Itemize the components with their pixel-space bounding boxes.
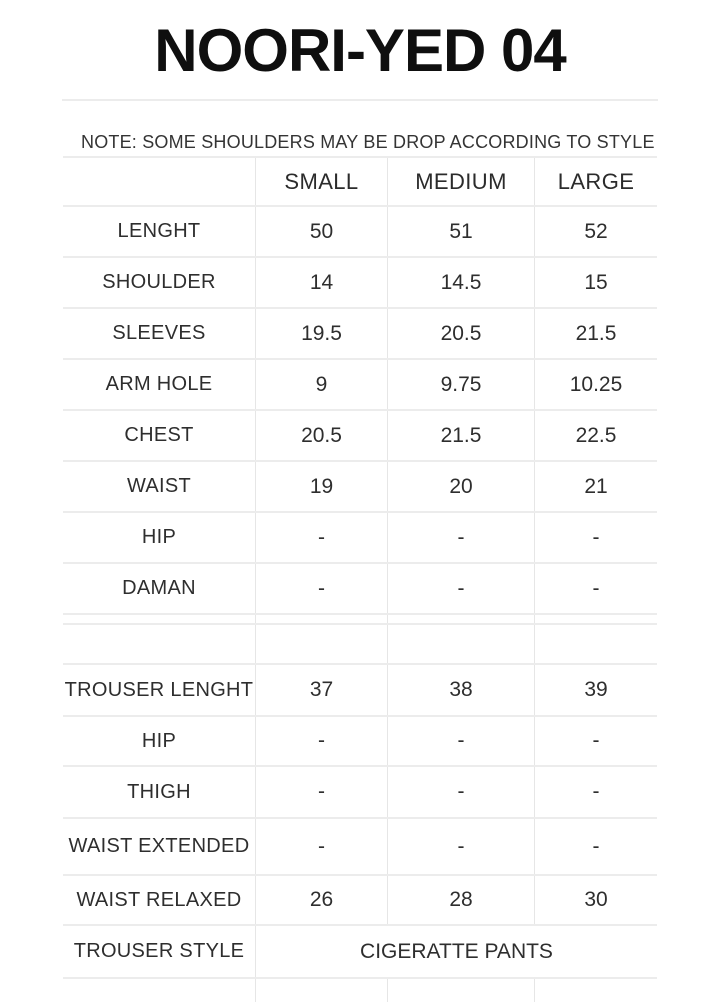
spacer-row-empty (63, 623, 657, 663)
value-large: - (534, 564, 657, 613)
trouser-style-value: CIGERATTE PANTS (255, 926, 657, 977)
row-label: CHEST (124, 424, 194, 446)
value-large: - (534, 513, 657, 562)
table-row-chest: CHEST 20.5 21.5 22.5 (63, 409, 657, 460)
value-medium: - (387, 513, 534, 562)
title-divider-line (62, 99, 658, 101)
value-medium: - (387, 767, 534, 817)
row-label: WAIST RELAXED (76, 888, 242, 911)
table-row-thigh: THIGH - - - (63, 765, 657, 817)
row-label: DAMAN (122, 577, 196, 599)
value-medium: - (387, 819, 534, 874)
value-large: 15 (534, 258, 657, 307)
value-small: 26 (255, 876, 387, 924)
value-small: - (255, 717, 387, 765)
table-row-arm-hole: ARM HOLE 9 9.75 10.25 (63, 358, 657, 409)
row-label: TROUSER LENGHT (64, 678, 254, 701)
row-label: ARM HOLE (105, 373, 213, 395)
row-label: SHOULDER (102, 271, 216, 293)
spacer-row-thin (63, 613, 657, 623)
value-small: 20.5 (255, 411, 387, 460)
value-large: 30 (534, 876, 657, 924)
value-large: 10.25 (534, 360, 657, 409)
table-row-lenght: LENGHT 50 51 52 (63, 205, 657, 256)
row-label: TROUSER STYLE (73, 940, 245, 962)
value-medium: - (387, 717, 534, 765)
column-header-small: SMALL (255, 158, 387, 205)
value-medium: 28 (387, 876, 534, 924)
value-medium: 20 (387, 462, 534, 511)
table-row-trouser-style: TROUSER STYLE CIGERATTE PANTS (63, 924, 657, 977)
value-large: - (534, 819, 657, 874)
value-large: - (534, 717, 657, 765)
column-header-large: LARGE (534, 158, 657, 205)
row-label: SLEEVES (112, 322, 206, 344)
table-row-trouser-lenght: TROUSER LENGHT 37 38 39 (63, 663, 657, 715)
value-small: 37 (255, 665, 387, 715)
row-label: THIGH (127, 780, 191, 803)
table-row-waist-extended: WAIST EXTENDED - - - (63, 817, 657, 874)
page-title: NOORI-YED 04 (154, 17, 566, 84)
value-small: - (255, 767, 387, 817)
value-medium: 38 (387, 665, 534, 715)
row-label: LENGHT (117, 220, 201, 242)
value-medium: 51 (387, 207, 534, 256)
row-label: WAIST EXTENDED (68, 835, 250, 857)
table-row-shoulder: SHOULDER 14 14.5 15 (63, 256, 657, 307)
value-medium: - (387, 564, 534, 613)
value-large: 22.5 (534, 411, 657, 460)
value-medium: 20.5 (387, 309, 534, 358)
row-label: HIP (141, 729, 177, 752)
value-large: 21.5 (534, 309, 657, 358)
size-chart-table: SMALL MEDIUM LARGE LENGHT 50 51 52 SHOUL… (63, 156, 657, 1002)
value-medium: 21.5 (387, 411, 534, 460)
value-small: - (255, 819, 387, 874)
table-row-sleeves: SLEEVES 19.5 20.5 21.5 (63, 307, 657, 358)
table-row-trouser-hip: HIP - - - (63, 715, 657, 765)
table-row-waist-relaxed: WAIST RELAXED 26 28 30 (63, 874, 657, 924)
table-row-waist: WAIST 19 20 21 (63, 460, 657, 511)
value-small: 19 (255, 462, 387, 511)
table-header-row: SMALL MEDIUM LARGE (63, 156, 657, 205)
value-medium: 14.5 (387, 258, 534, 307)
value-medium: 9.75 (387, 360, 534, 409)
column-header-medium: MEDIUM (387, 158, 534, 205)
value-large: 21 (534, 462, 657, 511)
value-large: 39 (534, 665, 657, 715)
value-small: - (255, 513, 387, 562)
value-small: 50 (255, 207, 387, 256)
value-small: 19.5 (255, 309, 387, 358)
value-small: 14 (255, 258, 387, 307)
value-large: - (534, 767, 657, 817)
row-label: WAIST (126, 475, 192, 497)
table-row-daman: DAMAN - - - (63, 562, 657, 613)
value-small: 9 (255, 360, 387, 409)
header-empty-cell (63, 158, 255, 205)
value-large: 52 (534, 207, 657, 256)
note-text: NOTE: SOME SHOULDERS MAY BE DROP ACCORDI… (81, 132, 655, 152)
value-small: - (255, 564, 387, 613)
partial-bottom-row (63, 977, 657, 1002)
table-row-hip: HIP - - - (63, 511, 657, 562)
row-label: HIP (141, 526, 177, 548)
